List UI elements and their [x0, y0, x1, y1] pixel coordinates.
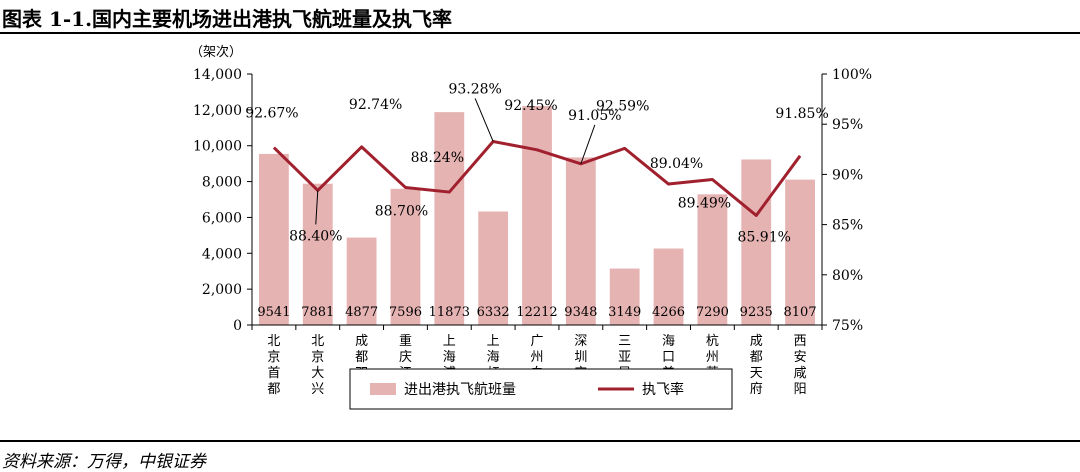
rate-label-4: 88.24%: [411, 150, 464, 166]
bar-value-label-7: 9348: [564, 305, 597, 320]
right-tick-label-5: 100%: [832, 67, 872, 83]
bar-12: [785, 179, 815, 325]
bar-9: [653, 248, 684, 325]
rate-label-7: 91.05%: [568, 108, 621, 124]
legend-box: [349, 368, 733, 410]
bar-6: [522, 106, 552, 326]
left-tick-label-4: 8,000: [202, 175, 242, 191]
bar-value-label-6: 12212: [516, 305, 557, 320]
rate-label-6: 92.45%: [504, 98, 557, 114]
left-tick-label-2: 4,000: [202, 246, 242, 262]
bar-value-label-12: 8107: [784, 305, 817, 320]
bar-value-label-8: 3149: [608, 305, 641, 320]
chart-svg: 9541 7881 4877 7596 11873 6332 12212 9348 3149 42…: [190, 44, 872, 410]
bar-3: [390, 188, 421, 325]
rate-label-0: 92.67%: [245, 106, 298, 122]
left-tick-label-7: 14,000: [193, 67, 242, 83]
bar-5: [478, 211, 509, 325]
x-category-label-1: 北京大兴: [311, 334, 324, 397]
bar-7: [565, 157, 596, 325]
right-tick-label-0: 75%: [832, 318, 863, 334]
bar-10: [697, 194, 728, 325]
bar-value-label-2: 4877: [345, 305, 378, 320]
bar-value-label-4: 11873: [429, 305, 470, 320]
rate-label-2: 92.74%: [349, 97, 402, 113]
left-tick-label-6: 12,000: [193, 103, 242, 119]
left-tick-label-1: 2,000: [202, 282, 242, 298]
right-tick-label-4: 95%: [832, 117, 863, 133]
rate-leader-7: [580, 124, 596, 165]
bar-11: [741, 159, 772, 325]
bar-4: [434, 112, 465, 326]
bar-value-label-9: 4266: [652, 305, 685, 320]
rate-label-5: 93.28%: [448, 81, 501, 97]
rate-leader-5: [474, 98, 494, 142]
chart-title: 图表 1-1.国内主要机场进出港执飞航班量及执飞率: [2, 7, 453, 31]
bar-value-label-0: 9541: [257, 305, 290, 320]
bar-value-label-10: 7290: [696, 305, 729, 320]
legend-label-bars: 进出港执飞航班量: [404, 382, 516, 398]
chart-area: 9541 7881 4877 7596 11873 6332 12212 9348 3149 42…: [0, 34, 1080, 438]
rate-label-1: 88.40%: [289, 228, 342, 244]
left-axis-unit: （架次）: [190, 44, 242, 60]
bar-1: [302, 183, 333, 325]
legend-label-line: 执飞率: [642, 381, 684, 398]
bar-value-label-3: 7596: [389, 305, 422, 320]
bar-0: [259, 153, 289, 325]
rate-label-10: 89.49%: [678, 196, 731, 212]
title-bar: 图表 1-1.国内主要机场进出港执飞航班量及执飞率: [0, 0, 1080, 34]
source-note: 资料来源：万得，中银证券: [2, 452, 206, 472]
rate-label-8: 92.59%: [596, 98, 649, 114]
bar-value-label-1: 7881: [301, 305, 334, 320]
left-tick-label-3: 6,000: [202, 210, 242, 226]
rate-label-9: 89.04%: [650, 156, 703, 172]
rate-leader-1: [315, 190, 319, 225]
bar-8: [609, 268, 640, 325]
right-tick-label-3: 90%: [832, 167, 863, 183]
left-tick-label-5: 10,000: [193, 139, 242, 155]
source-bar: 资料来源：万得，中银证券: [0, 440, 1080, 472]
x-category-label-0: 北京首都: [267, 334, 280, 397]
right-tick-label-2: 85%: [832, 218, 863, 234]
legend-swatch-bars: [370, 383, 396, 395]
bar-2: [346, 237, 377, 325]
right-tick-label-1: 80%: [832, 268, 863, 284]
rate-label-12: 91.85%: [775, 106, 828, 122]
bar-value-label-11: 9235: [740, 305, 773, 320]
left-tick-label-0: 0: [233, 318, 242, 334]
x-category-label-12: 西安咸阳: [794, 334, 807, 397]
rate-label-3: 88.70%: [375, 203, 428, 219]
rate-label-11: 85.91%: [738, 229, 791, 245]
rate-line: [272, 139, 802, 217]
bar-value-label-5: 6332: [477, 305, 510, 320]
x-category-label-11: 成都天府: [750, 334, 763, 397]
